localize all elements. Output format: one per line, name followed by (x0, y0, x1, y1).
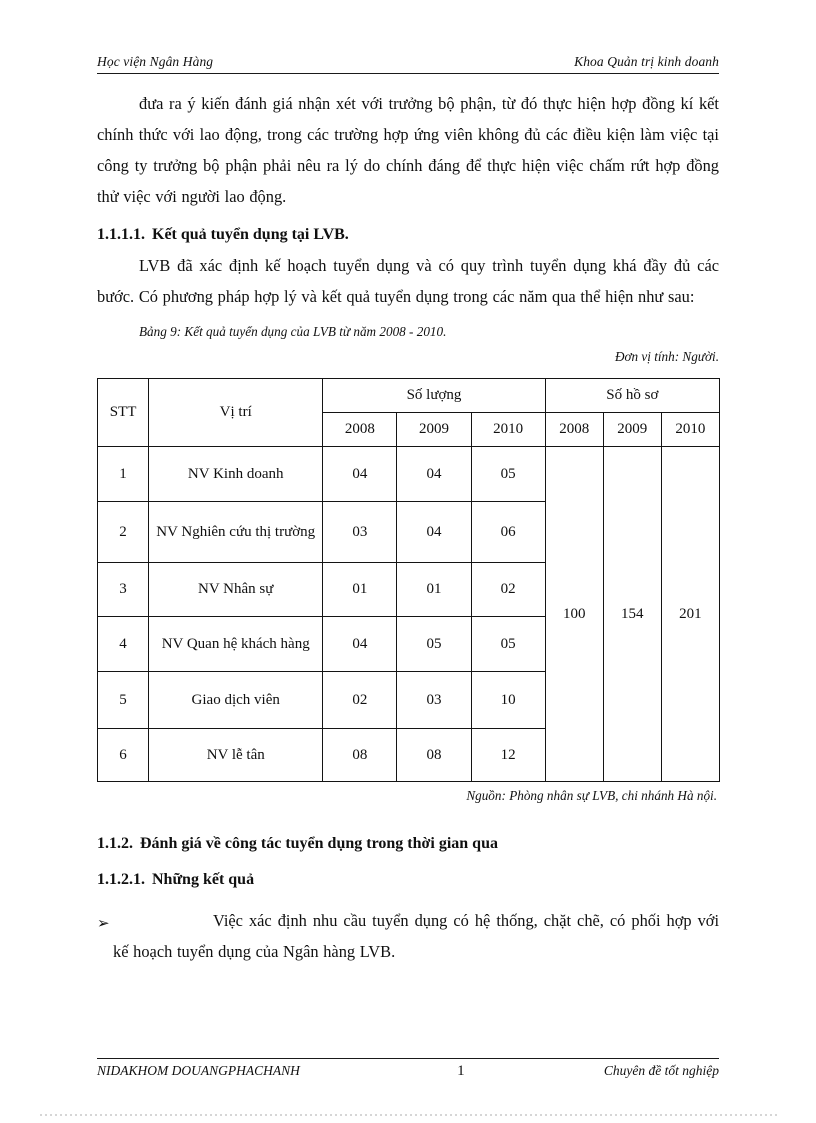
recruitment-results-table: STT Vị trí Số lượng Số hồ sơ 2008 2009 2… (96, 378, 721, 782)
table-row: 2 NV Nghiên cứu thị trường 03 04 06 (96, 501, 720, 563)
running-footer: NIDAKHOM DOUANGPHACHANH 1 Chuyên đề tốt … (97, 1063, 719, 1080)
table-source-note: Nguồn: Phòng nhân sự LVB, chi nhánh Hà n… (466, 788, 717, 803)
cell-q2009: 04 (396, 501, 472, 563)
heading-1-1-1-1: 1.1.1.1. Kết quả tuyển dụng tại LVB. (97, 220, 719, 250)
cell-q2010: 05 (470, 616, 546, 672)
cell-position: NV Nhân sự (148, 562, 324, 617)
document-content: đưa ra ý kiến đánh giá nhận xét với trưở… (96, 88, 721, 967)
body-paragraph-1: đưa ra ý kiến đánh giá nhận xét với trưở… (97, 94, 719, 206)
cell-q2010: 06 (470, 501, 546, 563)
col-header-applications-2008: 2008 (544, 412, 604, 447)
bullet-item: ➢ Việc xác định nhu cầu tuyển dụng có hệ… (97, 905, 719, 967)
table-row: 5 Giao dịch viên 02 03 10 (96, 671, 720, 729)
col-header-stt: STT (96, 378, 150, 447)
page-number: 1 (457, 1063, 465, 1079)
cell-q2009: 01 (396, 562, 472, 617)
cell-position: NV Quan hệ khách hàng (148, 616, 324, 672)
header-divider-rule (97, 73, 719, 74)
heading-number: 1.1.1.1. (97, 226, 145, 243)
heading-number: 1.1.2.1. (97, 871, 145, 888)
cell-q2008: 04 (322, 616, 398, 672)
cell-q2008: 03 (322, 501, 398, 563)
cell-q2009: 05 (396, 616, 472, 672)
cell-applications-2010: 201 (660, 446, 721, 782)
running-header: Học viện Ngân Hàng Khoa Quản trị kinh do… (97, 54, 719, 70)
cell-q2009: 08 (396, 728, 472, 782)
table-caption: Bảng 9: Kết quả tuyển dụng của LVB từ nă… (139, 324, 447, 339)
cell-stt: 1 (96, 446, 150, 502)
cell-q2008: 02 (322, 671, 398, 729)
cell-q2008: 01 (322, 562, 398, 617)
cell-q2009: 03 (396, 671, 472, 729)
arrow-bullet-icon: ➢ (97, 914, 110, 932)
cell-q2008: 04 (322, 446, 398, 502)
heading-1-1-2-1: 1.1.2.1. Những kết quả (97, 865, 719, 895)
heading-number: 1.1.2. (97, 835, 133, 852)
col-header-quantity-2009: 2009 (396, 412, 472, 447)
table-row: 1 NV Kinh doanh 04 04 05 100 154 201 (96, 446, 721, 782)
cell-stt: 5 (96, 671, 150, 729)
header-left-text: Học viện Ngân Hàng (97, 54, 214, 69)
cell-position: Giao dịch viên (148, 671, 324, 729)
cell-q2010: 02 (470, 562, 546, 617)
cell-applications-2008: 100 (544, 446, 604, 782)
cell-stt: 6 (96, 728, 150, 782)
header-right-text: Khoa Quản trị kinh doanh (574, 54, 719, 69)
cell-q2010: 10 (470, 671, 546, 729)
table-head: STT Vị trí Số lượng Số hồ sơ 2008 2009 2… (96, 378, 721, 447)
cell-q2009: 04 (396, 446, 472, 502)
body-paragraph-2: LVB đã xác định kế hoạch tuyển dụng và c… (97, 256, 719, 306)
cell-stt: 4 (96, 616, 150, 672)
cell-q2010: 05 (470, 446, 546, 502)
table-row: 6 NV lễ tân 08 08 12 (96, 728, 720, 782)
table-body: 1 NV Kinh doanh 04 04 05 100 154 201 2 N… (96, 446, 721, 782)
heading-text: Kết quả tuyển dụng tại LVB. (152, 226, 349, 243)
col-header-quantity-2008: 2008 (322, 412, 398, 447)
table-unit-note: Đơn vị tính: Người. (614, 349, 719, 364)
cell-position: NV Nghiên cứu thị trường (148, 501, 324, 563)
cell-position: NV lễ tân (148, 728, 324, 782)
heading-text: Những kết quả (152, 871, 255, 888)
col-header-applications-2010: 2010 (660, 412, 721, 447)
table-row: 4 NV Quan hệ khách hàng 04 05 05 (96, 616, 720, 672)
bullet-paragraph: Việc xác định nhu cầu tuyển dụng có hệ t… (113, 911, 719, 961)
footer-doc-type: Chuyên đề tốt nghiệp (603, 1063, 719, 1078)
cell-applications-2009: 154 (602, 446, 662, 782)
col-header-quantity: Số lượng (322, 378, 546, 413)
footer-author-name: NIDAKHOM DOUANGPHACHANH (97, 1063, 300, 1078)
scan-edge-artifact (40, 1114, 780, 1116)
col-header-quantity-2010: 2010 (470, 412, 546, 447)
cell-q2010: 12 (470, 728, 546, 782)
heading-text: Đánh giá về công tác tuyển dụng trong th… (140, 835, 498, 852)
col-header-applications-2009: 2009 (602, 412, 662, 447)
table-header-row-years: 2008 2009 2010 2008 2009 2010 (98, 412, 721, 447)
footer-divider-rule (97, 1058, 719, 1059)
col-header-position: Vị trí (148, 378, 324, 447)
cell-stt: 2 (96, 501, 150, 563)
cell-q2008: 08 (322, 728, 398, 782)
col-header-applications: Số hồ sơ (544, 378, 721, 413)
cell-position: NV Kinh doanh (148, 446, 324, 502)
table-header-row-group: STT Vị trí Số lượng Số hồ sơ (96, 378, 721, 447)
cell-stt: 3 (96, 562, 150, 617)
heading-1-1-2: 1.1.2. Đánh giá về công tác tuyển dụng tr… (97, 829, 719, 859)
